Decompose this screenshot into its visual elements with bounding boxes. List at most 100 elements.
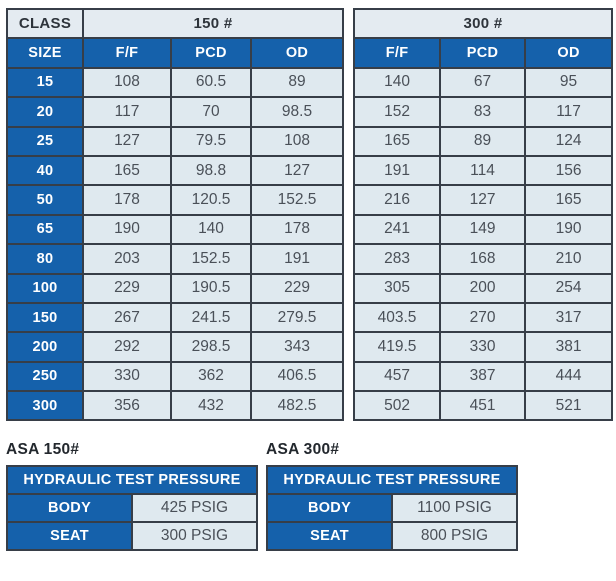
dimension-row: 50 178 120.5 152.5 xyxy=(6,184,345,216)
value-cell: 279.5 xyxy=(249,301,345,334)
value-cell: 381 xyxy=(524,331,614,363)
class-label: CLASS xyxy=(6,7,84,40)
value-cell: 98.5 xyxy=(249,96,345,128)
size-cell: 25 xyxy=(6,125,84,157)
value-cell: 292 xyxy=(82,331,172,363)
col-header-pcd: PCD xyxy=(170,37,252,69)
size-cell: 80 xyxy=(6,243,84,275)
dimension-row: 140 67 95 xyxy=(353,66,614,99)
dimension-row: 502 451 521 xyxy=(353,390,614,422)
value-cell: 127 xyxy=(439,184,527,216)
value-cell: 117 xyxy=(524,96,614,128)
value-cell: 521 xyxy=(524,390,614,422)
value-cell: 482.5 xyxy=(249,390,345,422)
body-value: 425 PSIG xyxy=(131,493,258,524)
dimension-row: 165 89 124 xyxy=(353,125,614,157)
pressure-header-row: HYDRAULIC TEST PRESSURE xyxy=(266,465,518,496)
size-cell: 50 xyxy=(6,184,84,216)
value-cell: 267 xyxy=(82,301,172,334)
value-cell: 200 xyxy=(439,272,527,304)
value-cell: 127 xyxy=(249,154,345,187)
value-cell: 444 xyxy=(524,360,614,393)
dimension-row: 250 330 362 406.5 xyxy=(6,360,345,393)
value-cell: 317 xyxy=(524,301,614,334)
value-cell: 149 xyxy=(439,213,527,246)
value-cell: 108 xyxy=(82,66,172,99)
asa-300-title: ASA 300# xyxy=(266,441,340,459)
col-header-pcd: PCD xyxy=(439,37,527,69)
dimension-row: 457 387 444 xyxy=(353,360,614,393)
value-cell: 165 xyxy=(353,125,442,157)
dimension-row: 65 190 140 178 xyxy=(6,213,345,246)
pressure-header-row: HYDRAULIC TEST PRESSURE xyxy=(6,465,258,496)
seat-label: SEAT xyxy=(266,521,393,552)
col-header-ff: F/F xyxy=(353,37,442,69)
table-body-300: 140 67 95 152 83 117 165 89 124 191 114 156 216 127 16… xyxy=(353,66,614,422)
class-header-row: 300 # xyxy=(353,7,614,40)
dimension-row: 150 267 241.5 279.5 xyxy=(6,301,345,334)
value-cell: 156 xyxy=(524,154,614,187)
value-cell: 254 xyxy=(524,272,614,304)
value-cell: 305 xyxy=(353,272,442,304)
value-cell: 178 xyxy=(249,213,345,246)
pressure-row-seat: SEAT 300 PSIG xyxy=(6,521,258,552)
size-cell: 15 xyxy=(6,66,84,99)
value-cell: 60.5 xyxy=(170,66,252,99)
group-header-300: 300 # xyxy=(353,7,614,40)
seat-value: 800 PSIG xyxy=(391,521,518,552)
dimension-row: 300 356 432 482.5 xyxy=(6,390,345,422)
value-cell: 114 xyxy=(439,154,527,187)
value-cell: 283 xyxy=(353,243,442,275)
value-cell: 79.5 xyxy=(170,125,252,157)
value-cell: 140 xyxy=(170,213,252,246)
size-cell: 100 xyxy=(6,272,84,304)
value-cell: 95 xyxy=(524,66,614,99)
table-class-150: CLASS 150 # SIZE F/F PCD OD 15 108 60.5 89 2… xyxy=(6,7,345,422)
table-body-150: 15 108 60.5 89 20 117 70 98.5 25 127 79.5 108 40 165 9… xyxy=(6,66,345,422)
dimension-row: 40 165 98.8 127 xyxy=(6,154,345,187)
asa-150-title: ASA 150# xyxy=(6,441,80,459)
pressure-block-asa300: ASA 300# HYDRAULIC TEST PRESSURE BODY 11… xyxy=(266,441,518,552)
value-cell: 190.5 xyxy=(170,272,252,304)
pressure-row-body: BODY 425 PSIG xyxy=(6,493,258,524)
value-cell: 89 xyxy=(439,125,527,157)
dimension-row: 15 108 60.5 89 xyxy=(6,66,345,99)
value-cell: 457 xyxy=(353,360,442,393)
value-cell: 191 xyxy=(353,154,442,187)
dimension-row: 283 168 210 xyxy=(353,243,614,275)
value-cell: 120.5 xyxy=(170,184,252,216)
value-cell: 210 xyxy=(524,243,614,275)
dimension-row: 200 292 298.5 343 xyxy=(6,331,345,363)
value-cell: 419.5 xyxy=(353,331,442,363)
dimension-row: 100 229 190.5 229 xyxy=(6,272,345,304)
value-cell: 168 xyxy=(439,243,527,275)
value-cell: 387 xyxy=(439,360,527,393)
value-cell: 241.5 xyxy=(170,301,252,334)
value-cell: 229 xyxy=(249,272,345,304)
dimension-row: 403.5 270 317 xyxy=(353,301,614,334)
dimension-row: 25 127 79.5 108 xyxy=(6,125,345,157)
dimension-row: 80 203 152.5 191 xyxy=(6,243,345,275)
pressure-row-seat: SEAT 800 PSIG xyxy=(266,521,518,552)
value-cell: 152 xyxy=(353,96,442,128)
value-cell: 108 xyxy=(249,125,345,157)
value-cell: 83 xyxy=(439,96,527,128)
column-header-row: SIZE F/F PCD OD xyxy=(6,37,345,69)
value-cell: 124 xyxy=(524,125,614,157)
value-cell: 127 xyxy=(82,125,172,157)
size-cell: 20 xyxy=(6,96,84,128)
pressure-table-asa300: HYDRAULIC TEST PRESSURE BODY 1100 PSIG S… xyxy=(266,465,518,552)
value-cell: 70 xyxy=(170,96,252,128)
column-header-row: F/F PCD OD xyxy=(353,37,614,69)
size-cell: 40 xyxy=(6,154,84,187)
value-cell: 190 xyxy=(82,213,172,246)
value-cell: 330 xyxy=(82,360,172,393)
value-cell: 298.5 xyxy=(170,331,252,363)
size-cell: 65 xyxy=(6,213,84,246)
dimension-row: 191 114 156 xyxy=(353,154,614,187)
value-cell: 152.5 xyxy=(249,184,345,216)
dimension-row: 305 200 254 xyxy=(353,272,614,304)
value-cell: 403.5 xyxy=(353,301,442,334)
seat-label: SEAT xyxy=(6,521,133,552)
size-cell: 300 xyxy=(6,390,84,422)
